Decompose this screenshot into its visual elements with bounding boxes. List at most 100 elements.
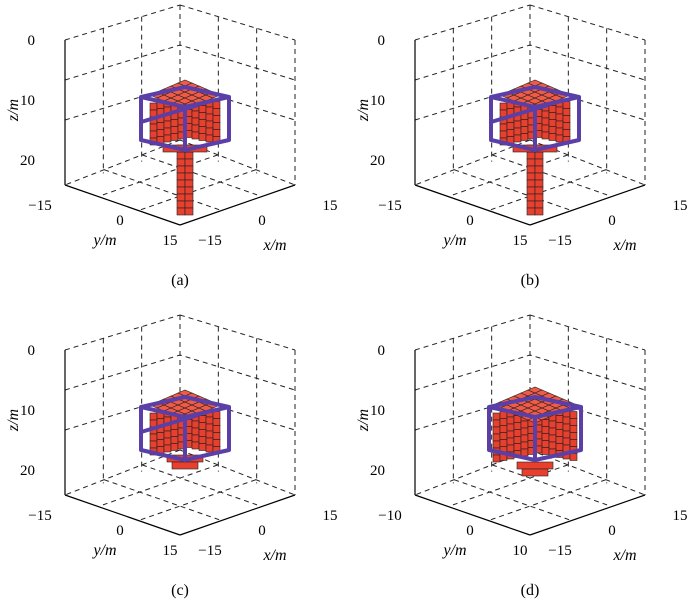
grid-line [529, 314, 646, 351]
voxel [562, 437, 571, 446]
grid-line [64, 139, 181, 186]
voxel [548, 112, 557, 120]
x-tick-label: 0 [258, 213, 266, 229]
grid-line [490, 169, 607, 211]
voxel [499, 439, 508, 447]
y-tick-label: −10 [378, 508, 401, 524]
voxel [184, 200, 194, 209]
voxel [513, 443, 522, 451]
y-axis-line [414, 184, 531, 226]
grid-line [414, 44, 646, 81]
panel-a: 0 10 20 z/m −15 0 15 y/m −15 0 15 x/m (a) [5, 4, 338, 289]
voxel [513, 429, 522, 437]
y-tick-label: 0 [116, 523, 124, 539]
voxel [526, 172, 536, 181]
x-axis-label: x/m [262, 237, 286, 254]
voxel [569, 411, 578, 419]
voxel [562, 430, 571, 439]
y-tick-label: 0 [466, 213, 474, 229]
grid-line [103, 169, 220, 211]
voxel [205, 127, 214, 136]
voxel [149, 102, 158, 111]
voxel [198, 119, 207, 127]
voxel [184, 165, 194, 174]
voxel [205, 120, 214, 129]
voxel [205, 437, 214, 446]
grid-line [179, 4, 296, 41]
x-tick-label: −15 [548, 233, 571, 249]
y-tick-label: −15 [28, 508, 51, 524]
voxel [156, 439, 165, 447]
voxel [526, 151, 536, 160]
y-tick-label: 10 [513, 543, 528, 559]
voxel [541, 110, 550, 119]
voxel [541, 433, 550, 441]
voxel [562, 416, 571, 425]
panel-caption: (a) [171, 272, 189, 289]
x-tick-label: −15 [198, 543, 221, 559]
x-axis-line [179, 184, 296, 226]
voxel [170, 443, 179, 451]
voxel [191, 434, 200, 443]
x-axis-label: x/m [612, 237, 636, 254]
voxel [170, 436, 179, 444]
z-tick-label: 0 [28, 33, 36, 49]
voxel [513, 120, 522, 129]
panel-caption: (d) [521, 582, 540, 599]
voxel [205, 423, 214, 432]
voxel [212, 425, 221, 433]
z-tick-label: 0 [378, 33, 386, 49]
voxel [492, 412, 501, 421]
z-tick-label: 20 [20, 153, 35, 169]
voxel [163, 134, 172, 143]
bounding-frame [139, 395, 231, 462]
grid-line [414, 314, 531, 351]
voxel [198, 415, 207, 423]
voxel [198, 133, 207, 141]
voxel [534, 158, 544, 167]
z-axis-label: z/m [5, 99, 22, 122]
grid-line [414, 4, 531, 41]
panel-b: 0 10 20 z/m −15 0 15 y/m −15 0 15 x/m (b) [355, 4, 688, 289]
grid-line [414, 354, 646, 391]
y-tick-label: 0 [466, 523, 474, 539]
voxel [506, 416, 515, 425]
voxel [555, 134, 564, 143]
z-tick-label: 10 [370, 403, 385, 419]
voxel [526, 207, 536, 216]
voxel [492, 433, 501, 442]
voxel [212, 129, 221, 137]
y-axis-label: y/m [441, 542, 466, 559]
voxel [198, 112, 207, 120]
bounding-frame-edge [140, 103, 199, 124]
voxel [212, 101, 221, 109]
voxel [205, 430, 214, 439]
voxel [212, 108, 221, 116]
voxel [156, 122, 165, 130]
voxel [191, 427, 200, 436]
panel-caption: (b) [521, 272, 540, 289]
voxel [520, 434, 529, 443]
voxel [198, 443, 207, 451]
voxel [176, 207, 186, 216]
voxel [506, 122, 515, 130]
z-tick-label: 20 [20, 463, 35, 479]
voxel [562, 129, 571, 137]
y-tick-label: 15 [163, 233, 178, 249]
grid-line [453, 169, 570, 211]
voxel [212, 115, 221, 123]
voxel [548, 133, 557, 141]
voxel [212, 439, 221, 447]
voxel [569, 432, 578, 440]
voxel [562, 108, 571, 116]
voxel [534, 193, 544, 202]
voxel [191, 124, 200, 133]
x-tick-label: 0 [608, 523, 616, 539]
voxel [555, 113, 564, 122]
voxel [534, 165, 544, 174]
voxel [212, 432, 221, 440]
voxel [506, 430, 515, 439]
voxel [170, 119, 179, 127]
voxel [555, 127, 564, 136]
panel-c: 0 10 20 z/m −15 0 15 y/m −15 0 15 x/m (c) [5, 314, 338, 599]
